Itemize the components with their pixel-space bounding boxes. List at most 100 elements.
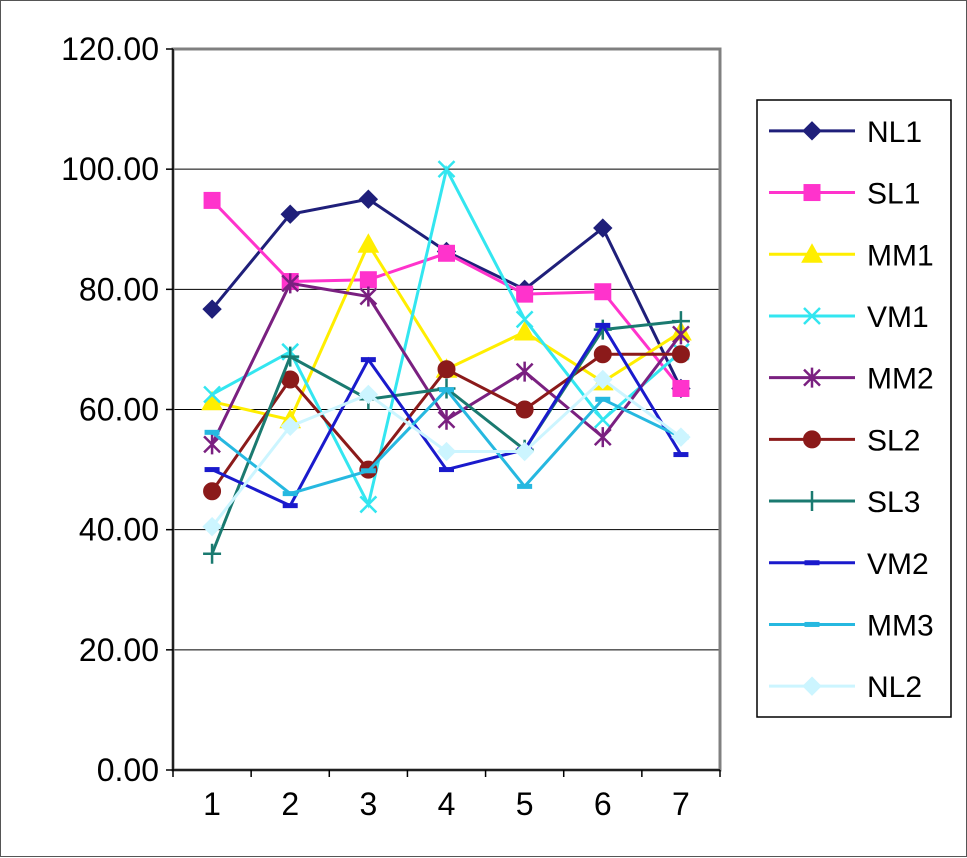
data-point-SL3-2 xyxy=(281,346,300,367)
legend-item-SL1: SL1 xyxy=(769,178,920,211)
legend-marker-VM1 xyxy=(803,307,821,325)
legend-marker-MM2 xyxy=(803,367,821,388)
data-point-NL1-3 xyxy=(358,189,379,209)
data-point-VM2-1 xyxy=(204,467,220,473)
data-point-MM2-6 xyxy=(593,427,612,448)
series-MM2 xyxy=(203,273,690,455)
legend-marker-MM1 xyxy=(801,243,823,263)
legend-label-SL2: SL2 xyxy=(867,424,920,457)
x-tick-label-6: 7 xyxy=(672,786,690,822)
x-tick-label-1: 2 xyxy=(281,786,299,822)
legend-marker-NL1 xyxy=(802,121,822,141)
legend-label-MM2: MM2 xyxy=(867,363,934,396)
x-tick-label-3: 4 xyxy=(438,786,456,822)
legend-label-NL1: NL1 xyxy=(867,116,922,149)
legend-marker-SL2 xyxy=(803,430,821,449)
legend-item-SL2: SL2 xyxy=(769,424,920,457)
data-point-SL1-6 xyxy=(594,283,612,301)
data-point-NL2-2 xyxy=(280,416,300,437)
legend-label-MM1: MM1 xyxy=(867,239,934,272)
axes: 0.00 20.00 40.00 60.00 80.00 100.00 120.00 1 2 3 4… xyxy=(61,31,722,822)
data-point-NL1-2 xyxy=(280,204,300,224)
legend-label-VM2: VM2 xyxy=(867,548,929,581)
data-point-VM2-7 xyxy=(673,452,689,458)
series-NL2 xyxy=(202,369,691,537)
data-point-SL3-7 xyxy=(671,311,690,332)
legend-label-SL3: SL3 xyxy=(867,486,920,519)
data-point-NL2-1 xyxy=(202,516,222,537)
data-point-VM1-4 xyxy=(437,160,456,179)
x-tick-label-2: 3 xyxy=(359,786,377,822)
data-point-VM2-2 xyxy=(282,503,298,509)
legend-item-NL1: NL1 xyxy=(769,116,922,149)
data-point-MM1-3 xyxy=(357,233,380,253)
y-tick-label-0: 0.00 xyxy=(97,752,159,788)
data-point-NL2-6 xyxy=(593,369,613,390)
legend-marker-MM3 xyxy=(804,621,820,627)
legend-label-NL2: NL2 xyxy=(867,671,922,704)
data-point-NL1-1 xyxy=(202,299,222,319)
grid-lines xyxy=(173,48,720,651)
data-point-SL3-1 xyxy=(203,543,222,564)
data-point-VM1-5 xyxy=(515,310,534,329)
legend-box xyxy=(756,99,952,718)
data-point-SL1-1 xyxy=(203,191,221,209)
series-MM3 xyxy=(204,387,689,497)
data-point-VM2-4 xyxy=(439,467,454,473)
x-tick-label-0: 1 xyxy=(203,786,221,822)
legend-marker-VM2 xyxy=(804,560,820,566)
data-point-MM3-4 xyxy=(439,387,454,393)
legend-item-VM2: VM2 xyxy=(769,548,929,581)
x-tick-label-4: 5 xyxy=(516,786,534,822)
legend-item-MM3: MM3 xyxy=(769,609,934,642)
y-tick-label-3: 60.00 xyxy=(79,392,159,428)
data-point-MM3-5 xyxy=(517,483,533,489)
legend-item-MM2: MM2 xyxy=(769,363,934,396)
legend-label-VM1: VM1 xyxy=(867,301,929,334)
data-point-SL1-7 xyxy=(672,379,690,397)
data-point-NL2-5 xyxy=(514,441,535,462)
data-point-VM1-1 xyxy=(203,385,221,404)
legend-label-SL1: SL1 xyxy=(867,178,920,211)
data-point-MM2-1 xyxy=(203,434,221,455)
series-SL2 xyxy=(203,345,690,501)
y-tick-label-1: 20.00 xyxy=(79,632,159,668)
data-point-MM2-2 xyxy=(281,273,300,294)
data-point-VM1-6 xyxy=(593,410,612,429)
y-tick-label-2: 40.00 xyxy=(79,512,159,548)
series-lines xyxy=(201,160,692,564)
data-point-SL1-4 xyxy=(438,244,455,262)
legend-marker-SL3 xyxy=(803,491,821,512)
data-point-NL2-7 xyxy=(671,427,691,447)
data-point-MM3-2 xyxy=(282,491,298,497)
data-point-VM2-3 xyxy=(360,357,376,363)
legend: NL1 SL1 MM1 VM1 MM2 SL2 SL3 VM2 MM3 NL2 xyxy=(756,99,952,718)
data-point-SL2-6 xyxy=(593,345,612,364)
x-tick-label-5: 6 xyxy=(594,786,612,822)
y-tick-label-6: 120.00 xyxy=(61,31,159,67)
series-line-MM3 xyxy=(211,387,682,496)
legend-label-MM3: MM3 xyxy=(867,609,934,642)
data-point-SL1-5 xyxy=(516,285,534,303)
data-point-SL2-7 xyxy=(671,345,690,364)
data-point-MM3-1 xyxy=(204,429,220,435)
data-point-MM1-5 xyxy=(513,320,536,341)
data-point-MM2-3 xyxy=(359,286,378,307)
data-point-MM3-6 xyxy=(595,396,611,402)
legend-item-VM1: VM1 xyxy=(769,301,929,334)
legend-item-MM1: MM1 xyxy=(769,239,934,272)
y-tick-label-5: 100.00 xyxy=(61,151,159,187)
legend-marker-SL1 xyxy=(803,184,821,202)
data-point-NL2-4 xyxy=(436,441,457,462)
data-point-MM2-4 xyxy=(437,409,456,430)
data-point-VM2-6 xyxy=(595,322,611,328)
data-point-SL1-3 xyxy=(359,271,377,289)
data-point-SL2-5 xyxy=(515,400,534,419)
legend-item-NL2: NL2 xyxy=(769,671,922,704)
data-point-MM3-3 xyxy=(360,468,376,474)
data-point-SL2-4 xyxy=(437,360,456,379)
data-point-VM1-3 xyxy=(359,495,378,514)
legend-item-SL3: SL3 xyxy=(769,486,920,519)
